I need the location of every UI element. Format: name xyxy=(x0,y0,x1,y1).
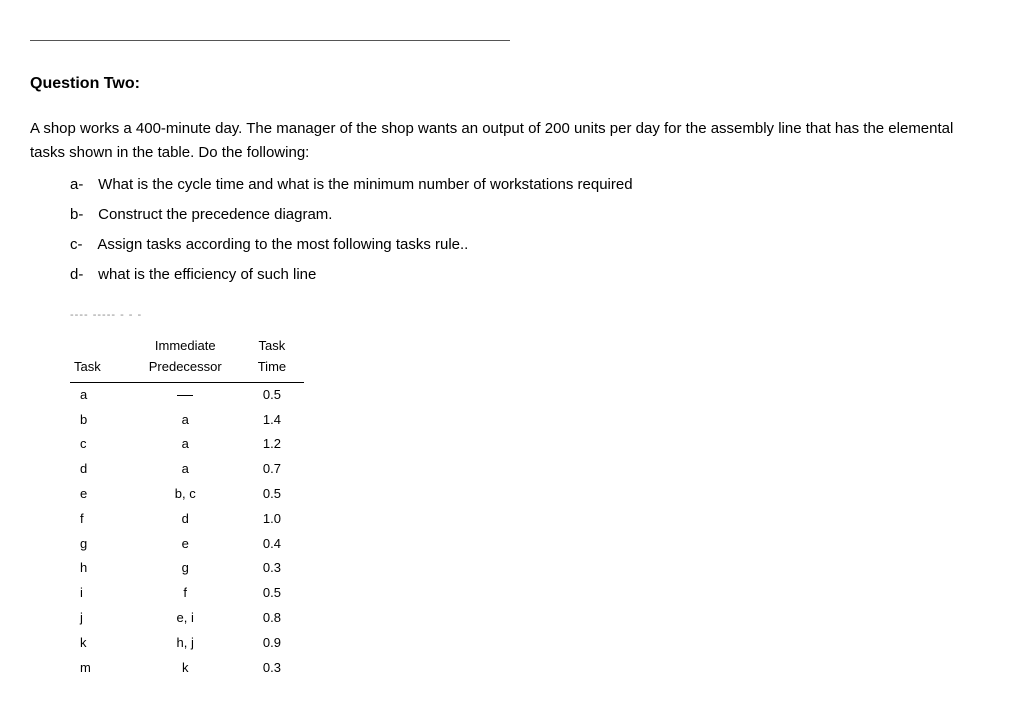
cell-task: a xyxy=(70,382,131,407)
cell-predecessor: e, i xyxy=(131,606,240,631)
cell-predecessor: a xyxy=(131,432,240,457)
dash-icon xyxy=(177,395,193,396)
cell-task: d xyxy=(70,457,131,482)
table-row: ca1.2 xyxy=(70,432,304,457)
cell-task: b xyxy=(70,408,131,433)
cell-time: 0.4 xyxy=(240,532,304,557)
top-rule xyxy=(30,40,510,41)
cell-predecessor xyxy=(131,382,240,407)
cell-time: 0.9 xyxy=(240,631,304,656)
cell-time: 0.5 xyxy=(240,581,304,606)
cell-task: g xyxy=(70,532,131,557)
th-task: Task xyxy=(70,334,131,382)
cell-predecessor: a xyxy=(131,408,240,433)
cell-task: e xyxy=(70,482,131,507)
cell-predecessor: b, c xyxy=(131,482,240,507)
table-header-row: Task Immediate Predecessor Task Time xyxy=(70,334,304,382)
cell-time: 0.5 xyxy=(240,382,304,407)
sub-label: b- xyxy=(70,203,94,227)
th-pred-l1: Immediate xyxy=(149,336,222,357)
cell-predecessor: k xyxy=(131,656,240,681)
sub-item-a: a- What is the cycle time and what is th… xyxy=(70,173,987,197)
question-title: Question Two: xyxy=(30,71,987,97)
cell-time: 1.4 xyxy=(240,408,304,433)
table-row: hg0.3 xyxy=(70,556,304,581)
cell-time: 1.0 xyxy=(240,507,304,532)
cell-task: c xyxy=(70,432,131,457)
table-row: mk0.3 xyxy=(70,656,304,681)
table-row: je, i0.8 xyxy=(70,606,304,631)
cell-time: 1.2 xyxy=(240,432,304,457)
table-row: if0.5 xyxy=(70,581,304,606)
cell-time: 0.5 xyxy=(240,482,304,507)
sub-text: what is the efficiency of such line xyxy=(98,266,316,283)
sub-text: Assign tasks according to the most follo… xyxy=(97,236,468,253)
table-row: fd1.0 xyxy=(70,507,304,532)
table-row: eb, c0.5 xyxy=(70,482,304,507)
table-row: da0.7 xyxy=(70,457,304,482)
th-time-l1: Task xyxy=(258,336,286,357)
sub-item-b: b- Construct the precedence diagram. xyxy=(70,203,987,227)
table-row: ge0.4 xyxy=(70,532,304,557)
sub-item-c: c- Assign tasks according to the most fo… xyxy=(70,233,987,257)
cell-task: h xyxy=(70,556,131,581)
cell-predecessor: f xyxy=(131,581,240,606)
cell-time: 0.7 xyxy=(240,457,304,482)
cell-task: j xyxy=(70,606,131,631)
cell-predecessor: e xyxy=(131,532,240,557)
sub-item-d: d- what is the efficiency of such line xyxy=(70,263,987,287)
sub-text: What is the cycle time and what is the m… xyxy=(98,176,632,193)
th-time: Task Time xyxy=(240,334,304,382)
cell-time: 0.8 xyxy=(240,606,304,631)
cell-task: i xyxy=(70,581,131,606)
sub-label: d- xyxy=(70,263,94,287)
cell-predecessor: d xyxy=(131,507,240,532)
sub-label: a- xyxy=(70,173,94,197)
th-predecessor: Immediate Predecessor xyxy=(131,334,240,382)
table-body: a0.5ba1.4ca1.2da0.7eb, c0.5fd1.0ge0.4hg0… xyxy=(70,382,304,680)
cell-task: f xyxy=(70,507,131,532)
cell-time: 0.3 xyxy=(240,556,304,581)
th-task-label: Task xyxy=(74,357,101,378)
cell-predecessor: h, j xyxy=(131,631,240,656)
cell-task: m xyxy=(70,656,131,681)
table-row: a 0.5 xyxy=(70,382,304,407)
table-row: kh, j0.9 xyxy=(70,631,304,656)
intro-text: A shop works a 400-minute day. The manag… xyxy=(30,117,987,165)
cell-task: k xyxy=(70,631,131,656)
table-row: ba1.4 xyxy=(70,408,304,433)
cell-predecessor: g xyxy=(131,556,240,581)
th-time-l2: Time xyxy=(258,357,286,378)
sub-text: Construct the precedence diagram. xyxy=(98,206,332,223)
sub-label: c- xyxy=(70,233,94,257)
cell-time: 0.3 xyxy=(240,656,304,681)
th-pred-l2: Predecessor xyxy=(149,357,222,378)
dashed-separator: ---- ----- - - - xyxy=(70,307,987,325)
cell-predecessor: a xyxy=(131,457,240,482)
task-table: Task Immediate Predecessor Task Time a0.… xyxy=(70,334,304,680)
sub-items-list: a- What is the cycle time and what is th… xyxy=(70,173,987,287)
